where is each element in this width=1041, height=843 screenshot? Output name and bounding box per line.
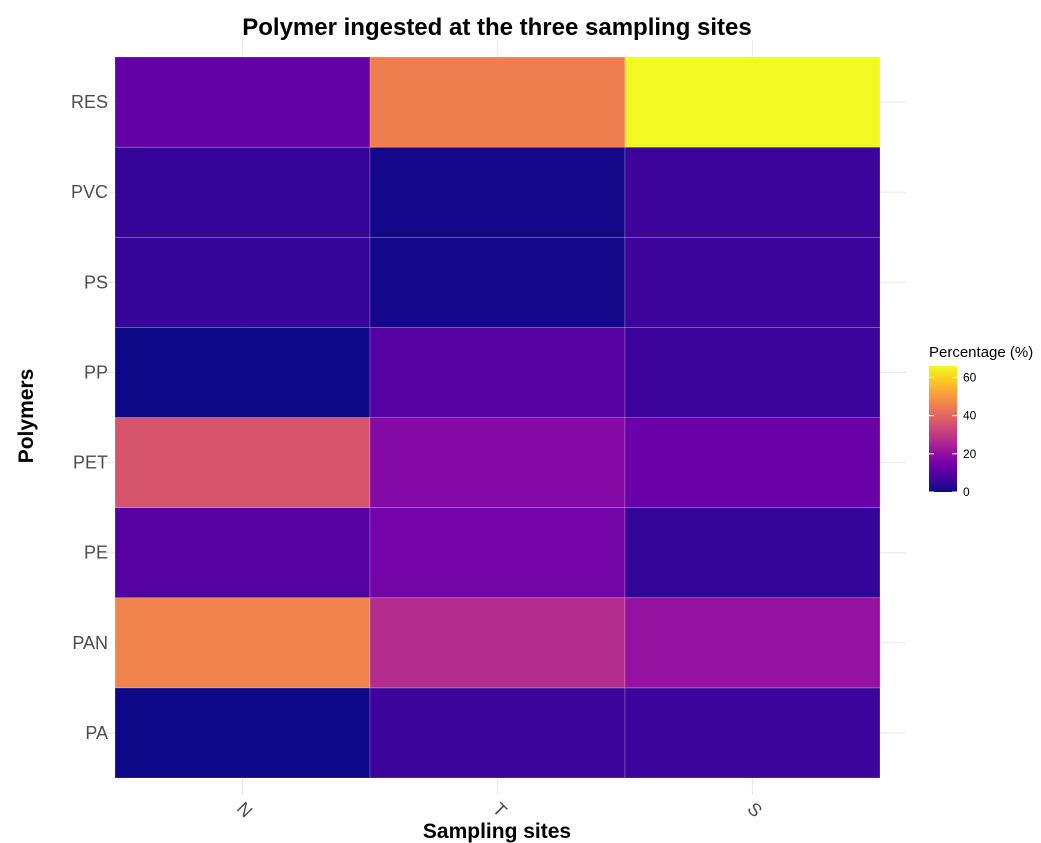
y-tick-label: PVC (71, 182, 108, 202)
heatmap-cell-PS-N (114, 236, 371, 328)
y-tick-label: PAN (72, 633, 108, 653)
heatmap-cell-PET-S (624, 417, 881, 508)
y-tick-label: PE (84, 543, 108, 563)
legend-title: Percentage (%) (929, 344, 1033, 361)
heatmap-cell-PP-S (624, 327, 881, 418)
heatmap-cell-PS-T (369, 236, 626, 328)
heatmap-cell-RES-N (114, 56, 371, 148)
heatmap-cell-PVC-N (114, 146, 371, 238)
y-tick-label: RES (71, 92, 108, 112)
heatmap-cell-PA-S (624, 687, 881, 779)
heatmap-cell-PAN-S (624, 597, 881, 689)
heatmap-cell-PVC-S (624, 146, 881, 238)
x-tick-label: S (743, 798, 766, 821)
heatmap-cell-PE-T (369, 507, 626, 599)
x-axis-title: Sampling sites (423, 820, 571, 843)
y-tick-label: PA (85, 723, 108, 743)
heatmap-cell-PP-N (114, 327, 371, 418)
heatmap-cell-PAN-N (114, 597, 371, 689)
heatmap-cell-PET-N (114, 417, 371, 508)
y-tick-labels: PA PAN PE PET PP PS PVC RES (71, 92, 108, 743)
heatmap-cell-PE-S (624, 507, 881, 599)
heatmap-cells (114, 56, 881, 779)
heatmap-cell-PS-S (624, 236, 881, 328)
x-tick-label: T (489, 799, 511, 821)
heatmap-cell-RES-S (624, 56, 881, 148)
heatmap-cell-PAN-T (369, 597, 626, 689)
y-tick-label: PS (84, 272, 108, 292)
heatmap-cell-RES-T (369, 56, 626, 148)
heatmap-cell-PP-T (369, 327, 626, 418)
heatmap-cell-PET-T (369, 417, 626, 508)
heatmap-cell-PA-N (114, 687, 371, 779)
y-axis-title: Polymers (15, 369, 38, 464)
legend-tick-label: 60 (963, 370, 977, 384)
y-tick-label: PET (73, 453, 108, 473)
legend-tick-label: 20 (963, 447, 977, 461)
x-tick-label: N (233, 798, 256, 821)
y-tick-label: PP (84, 362, 108, 382)
legend-tick-label: 40 (963, 409, 977, 423)
legend-colorbar (929, 366, 957, 492)
heatmap-cell-PVC-T (369, 146, 626, 238)
heatmap-cell-PE-N (114, 507, 371, 599)
legend-ticks: 0 20 40 60 (929, 370, 977, 499)
chart-title: Polymer ingested at the three sampling s… (242, 14, 751, 41)
heatmap-cell-PA-T (369, 687, 626, 779)
legend-tick-label: 0 (963, 485, 970, 499)
color-legend: Percentage (%) 0 20 40 60 (929, 344, 1033, 499)
